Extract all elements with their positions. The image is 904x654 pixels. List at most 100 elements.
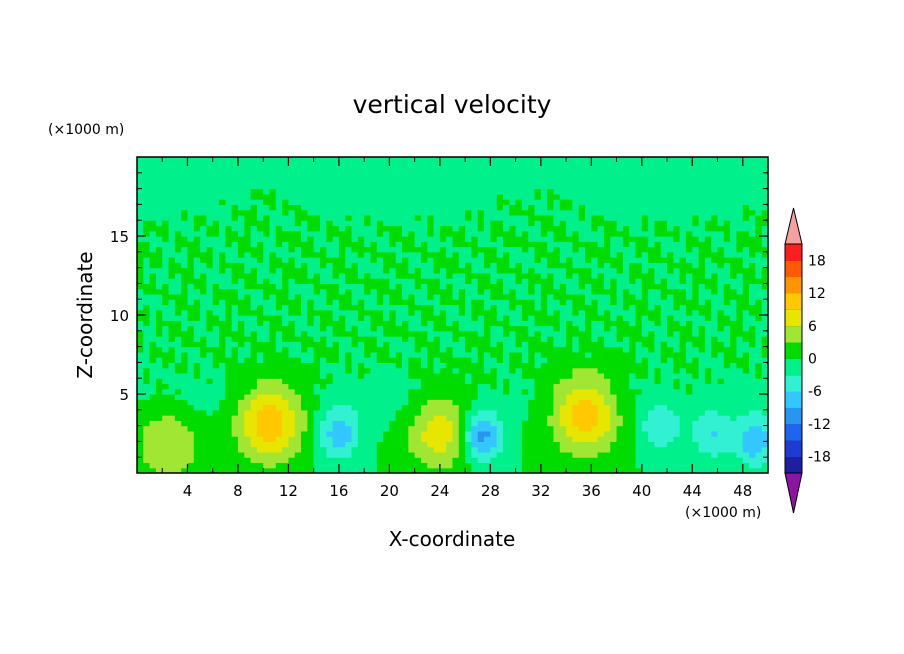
field-cell: [484, 157, 491, 163]
field-cell: [187, 220, 195, 227]
field-cell: [452, 399, 460, 406]
field-cell: [244, 394, 252, 400]
field-cell: [294, 362, 302, 369]
field-cell: [351, 246, 359, 253]
field-cell: [376, 388, 384, 395]
field-cell: [408, 357, 416, 363]
field-cell: [364, 225, 372, 232]
field-cell: [471, 415, 479, 421]
field-cell: [370, 351, 378, 358]
field-cell: [502, 178, 510, 184]
field-cell: [256, 346, 264, 353]
field-cell: [585, 436, 592, 442]
field-cell: [477, 436, 485, 442]
field-cell: [408, 446, 416, 453]
field-cell: [143, 325, 151, 332]
field-cell: [484, 462, 491, 469]
field-cell: [648, 262, 656, 269]
field-cell: [648, 415, 656, 421]
field-cell: [193, 362, 201, 369]
field-cell: [395, 288, 403, 295]
field-cell: [294, 157, 302, 163]
field-cell: [389, 315, 397, 321]
field-cell: [585, 425, 592, 432]
field-cell: [654, 278, 662, 284]
field-cell: [155, 236, 163, 242]
field-cell: [250, 441, 258, 448]
field-cell: [528, 241, 536, 248]
field-cell: [244, 383, 252, 390]
field-cell: [452, 330, 460, 337]
field-cell: [641, 315, 649, 321]
field-cell: [610, 404, 618, 411]
field-cell: [263, 257, 271, 263]
field-cell: [225, 315, 233, 321]
field-cell: [502, 388, 510, 395]
field-cell: [515, 214, 523, 221]
field-cell: [263, 420, 271, 427]
field-cell: [477, 278, 485, 284]
field-cell: [572, 330, 580, 337]
field-cell: [137, 451, 144, 458]
field-cell: [597, 304, 605, 311]
field-cell: [275, 251, 283, 258]
field-cell: [275, 399, 283, 406]
field-cell: [383, 214, 390, 221]
field-cell: [307, 214, 315, 221]
field-cell: [288, 394, 296, 400]
field-cell: [654, 430, 662, 437]
field-cell: [307, 288, 315, 295]
field-cell: [610, 262, 618, 269]
field-cell: [269, 378, 277, 385]
field-cell: [402, 278, 409, 284]
field-cell: [420, 451, 428, 458]
field-cell: [187, 441, 195, 448]
field-cell: [200, 404, 208, 411]
field-cell: [282, 457, 290, 464]
field-cell: [635, 172, 643, 179]
field-cell: [521, 457, 529, 464]
field-cell: [572, 372, 580, 379]
field-cell: [471, 236, 479, 242]
field-cell: [326, 383, 334, 390]
field-cell: [433, 462, 441, 469]
field-cell: [585, 204, 592, 211]
field-cell: [345, 167, 353, 174]
field-cell: [408, 241, 416, 248]
field-cell: [629, 341, 637, 348]
field-cell: [383, 457, 390, 464]
field-cell: [162, 457, 170, 464]
field-cell: [654, 341, 662, 348]
field-cell: [414, 193, 422, 200]
field-cell: [143, 251, 151, 258]
field-cell: [389, 325, 397, 332]
field-cell: [484, 357, 491, 363]
field-cell: [174, 288, 182, 295]
field-cell: [540, 383, 548, 390]
field-cell: [566, 309, 573, 316]
field-cell: [256, 351, 264, 358]
field-cell: [452, 320, 460, 327]
field-cell: [137, 283, 144, 290]
field-cell: [439, 436, 447, 442]
field-cell: [326, 451, 334, 458]
field-cell: [155, 351, 163, 358]
field-cell: [477, 462, 485, 469]
field-cell: [433, 388, 441, 395]
field-cell: [225, 409, 233, 416]
field-cell: [149, 241, 157, 248]
field-cell: [446, 388, 454, 395]
field-cell: [591, 346, 599, 353]
field-cell: [427, 462, 435, 469]
field-cell: [231, 199, 239, 205]
field-cell: [641, 246, 649, 253]
field-cell: [629, 209, 637, 216]
field-cell: [446, 430, 454, 437]
field-cell: [578, 388, 586, 395]
field-cell: [181, 299, 189, 306]
field-cell: [294, 183, 302, 190]
field-cell: [364, 383, 372, 390]
field-cell: [490, 383, 498, 390]
field-cell: [502, 199, 510, 205]
field-cell: [137, 341, 144, 348]
